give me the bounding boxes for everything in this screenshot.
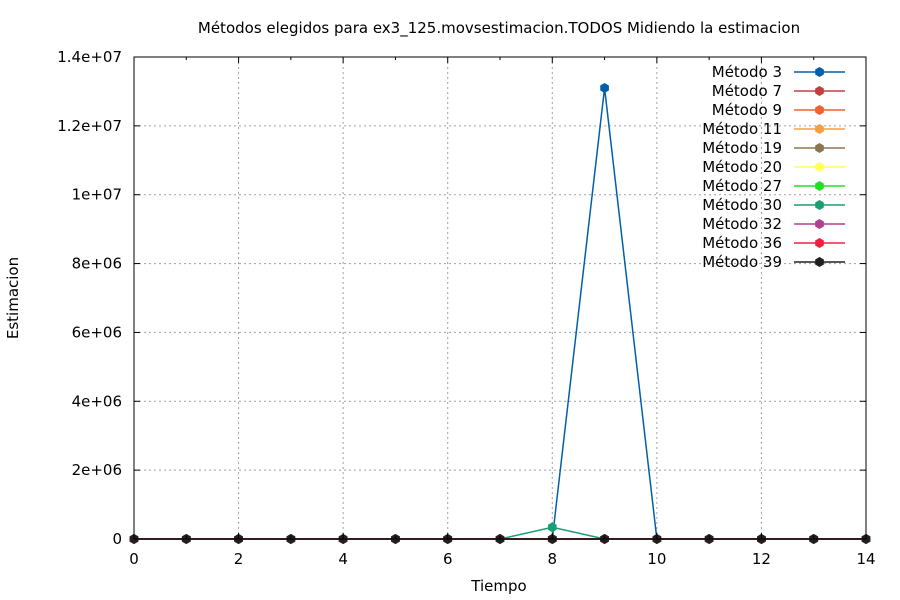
- legend-item: Método 19: [702, 139, 845, 157]
- legend-marker: [815, 200, 824, 210]
- legend-item: Método 3: [712, 63, 845, 81]
- legend-label: Método 32: [702, 215, 782, 233]
- legend-item: Método 9: [712, 101, 845, 119]
- legend-item: Método 39: [702, 253, 845, 271]
- x-axis-title: Tiempo: [470, 577, 526, 595]
- legend-label: Método 20: [702, 158, 782, 176]
- legend-marker: [815, 181, 824, 191]
- legend-item: Método 27: [702, 177, 845, 195]
- legend-label: Método 39: [702, 253, 782, 271]
- x-tick-label: 8: [548, 550, 558, 568]
- data-point: [600, 82, 609, 93]
- x-tick-label: 12: [752, 550, 771, 568]
- legend-marker: [815, 86, 824, 96]
- y-tick-label: 1e+07: [72, 186, 122, 204]
- x-tick-label: 4: [338, 550, 348, 568]
- axis-ticks: 0 2 4 6 8 10 12 14 0 2e+06 4e+06 6e+06 8e+06 1e+07 1.2…: [57, 48, 875, 568]
- legend-label: Método 19: [702, 139, 782, 157]
- legend-marker: [815, 219, 824, 229]
- legend-label: Método 30: [702, 196, 782, 214]
- legend-item: Método 36: [702, 234, 845, 252]
- x-tick-label: 2: [234, 550, 244, 568]
- y-tick-label: 6e+06: [72, 323, 122, 341]
- legend-marker: [815, 238, 824, 248]
- legend-item: Método 30: [702, 196, 845, 214]
- legend-marker: [815, 257, 824, 267]
- legend-marker: [815, 162, 824, 172]
- y-tick-label: 8e+06: [72, 255, 122, 273]
- x-tick-label: 0: [129, 550, 139, 568]
- y-tick-label: 4e+06: [72, 392, 122, 410]
- legend-label: Método 9: [712, 101, 782, 119]
- y-tick-label: 1.4e+07: [57, 48, 122, 66]
- legend-item: Método 7: [712, 82, 845, 100]
- legend-label: Método 7: [712, 82, 782, 100]
- legend-marker: [815, 105, 824, 115]
- x-tick-label: 6: [443, 550, 453, 568]
- x-tick-label: 10: [647, 550, 666, 568]
- legend-marker: [815, 143, 824, 153]
- legend-item: Método 11: [702, 120, 845, 138]
- y-axis-title: Estimacion: [4, 257, 22, 339]
- legend-label: Método 11: [702, 120, 782, 138]
- legend-item: Método 32: [702, 215, 845, 233]
- legend-label: Método 36: [702, 234, 782, 252]
- legend-label: Método 27: [702, 177, 782, 195]
- legend-marker: [815, 67, 824, 77]
- y-tick-label: 2e+06: [72, 461, 122, 479]
- legend-marker: [815, 124, 824, 134]
- x-tick-label: 14: [856, 550, 875, 568]
- y-tick-label: 0: [112, 530, 122, 548]
- data-point: [547, 522, 557, 533]
- grid: [134, 57, 866, 539]
- legend-label: Método 3: [712, 63, 782, 81]
- y-tick-label: 1.2e+07: [57, 117, 122, 135]
- chart-title: Métodos elegidos para ex3_125.movsestima…: [198, 19, 800, 38]
- legend-item: Método 20: [702, 158, 845, 176]
